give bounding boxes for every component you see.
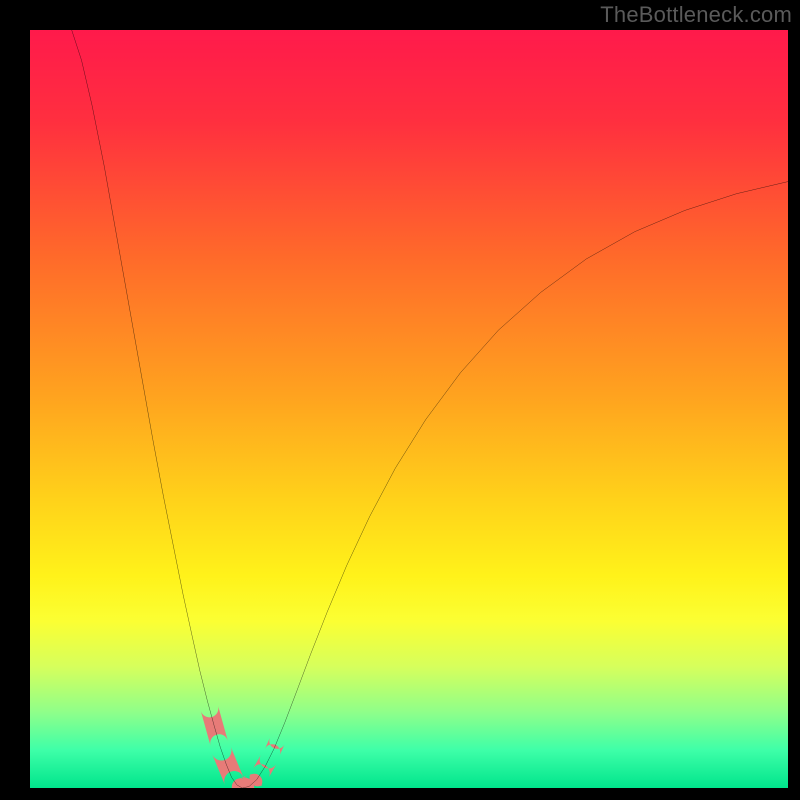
chart-container: TheBottleneck.com xyxy=(0,0,800,800)
plot-frame xyxy=(30,30,788,788)
curve-layer xyxy=(30,30,788,788)
curve-right xyxy=(242,182,788,788)
marker-group xyxy=(201,706,285,788)
watermark-text: TheBottleneck.com xyxy=(600,2,792,28)
curve-left xyxy=(72,30,243,788)
